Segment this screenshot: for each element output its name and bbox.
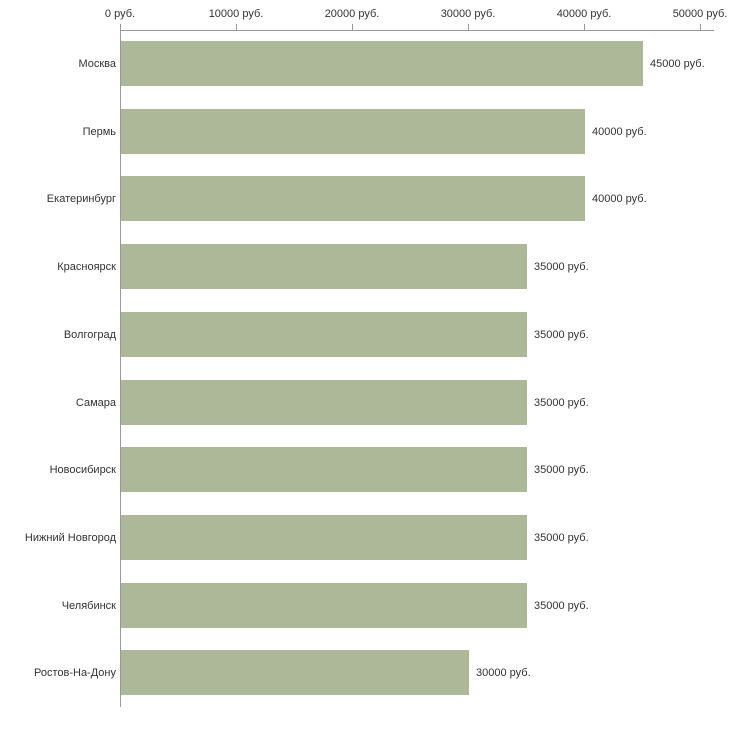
x-tick-label: 50000 руб. xyxy=(672,8,728,20)
value-label: 35000 руб. xyxy=(534,599,589,612)
x-tick-mark xyxy=(352,24,353,30)
x-tick-label: 20000 руб. xyxy=(324,8,380,20)
bar xyxy=(121,379,527,425)
category-label: Челябинск xyxy=(61,599,116,612)
value-label: 35000 руб. xyxy=(534,531,589,544)
x-tick-mark xyxy=(468,24,469,30)
x-tick-mark xyxy=(700,24,701,30)
bar xyxy=(121,582,527,628)
value-label: 40000 руб. xyxy=(592,125,647,138)
chart-row: Волгоград 35000 руб. xyxy=(0,301,730,369)
bar xyxy=(121,108,585,154)
x-axis-line xyxy=(120,30,714,31)
category-label: Нижний Новгород xyxy=(24,531,116,544)
chart-row: Ростов-На-Дону 30000 руб. xyxy=(0,639,730,707)
category-label: Ростов-На-Дону xyxy=(33,667,116,680)
category-label: Красноярск xyxy=(57,261,116,274)
x-tick-mark xyxy=(584,24,585,30)
bar xyxy=(121,650,469,696)
chart-row: Нижний Новгород 35000 руб. xyxy=(0,504,730,572)
bar xyxy=(121,41,643,86)
chart-row: Новосибирск 35000 руб. xyxy=(0,436,730,504)
category-label: Москва xyxy=(78,58,116,70)
chart-row: Красноярск 35000 руб. xyxy=(0,233,730,301)
chart-row: Екатеринбург 40000 руб. xyxy=(0,165,730,233)
x-tick-mark xyxy=(120,24,121,30)
value-label: 35000 руб. xyxy=(534,396,589,409)
chart-row: Челябинск 35000 руб. xyxy=(0,572,730,640)
bar xyxy=(121,176,585,222)
category-label: Новосибирск xyxy=(49,464,116,477)
value-label: 30000 руб. xyxy=(476,667,531,680)
value-label: 35000 руб. xyxy=(534,464,589,477)
x-tick-label: 0 руб. xyxy=(104,8,136,20)
value-label: 35000 руб. xyxy=(534,261,589,274)
value-label: 45000 руб. xyxy=(650,58,705,70)
chart-row: Пермь 40000 руб. xyxy=(0,98,730,166)
chart-row: Самара 35000 руб. xyxy=(0,369,730,437)
bar xyxy=(121,514,527,560)
category-label: Волгоград xyxy=(63,328,116,341)
value-label: 35000 руб. xyxy=(534,328,589,341)
chart-row: Москва 45000 руб. xyxy=(0,30,730,98)
y-axis-line xyxy=(120,30,121,707)
category-label: Екатеринбург xyxy=(46,193,116,206)
x-tick-label: 40000 руб. xyxy=(556,8,612,20)
category-label: Пермь xyxy=(82,125,116,138)
bar xyxy=(121,244,527,290)
value-label: 40000 руб. xyxy=(592,193,647,206)
bar xyxy=(121,447,527,493)
bar xyxy=(121,311,527,357)
x-tick-label: 10000 руб. xyxy=(208,8,264,20)
category-label: Самара xyxy=(75,396,116,409)
x-tick-mark xyxy=(236,24,237,30)
x-tick-label: 30000 руб. xyxy=(440,8,496,20)
